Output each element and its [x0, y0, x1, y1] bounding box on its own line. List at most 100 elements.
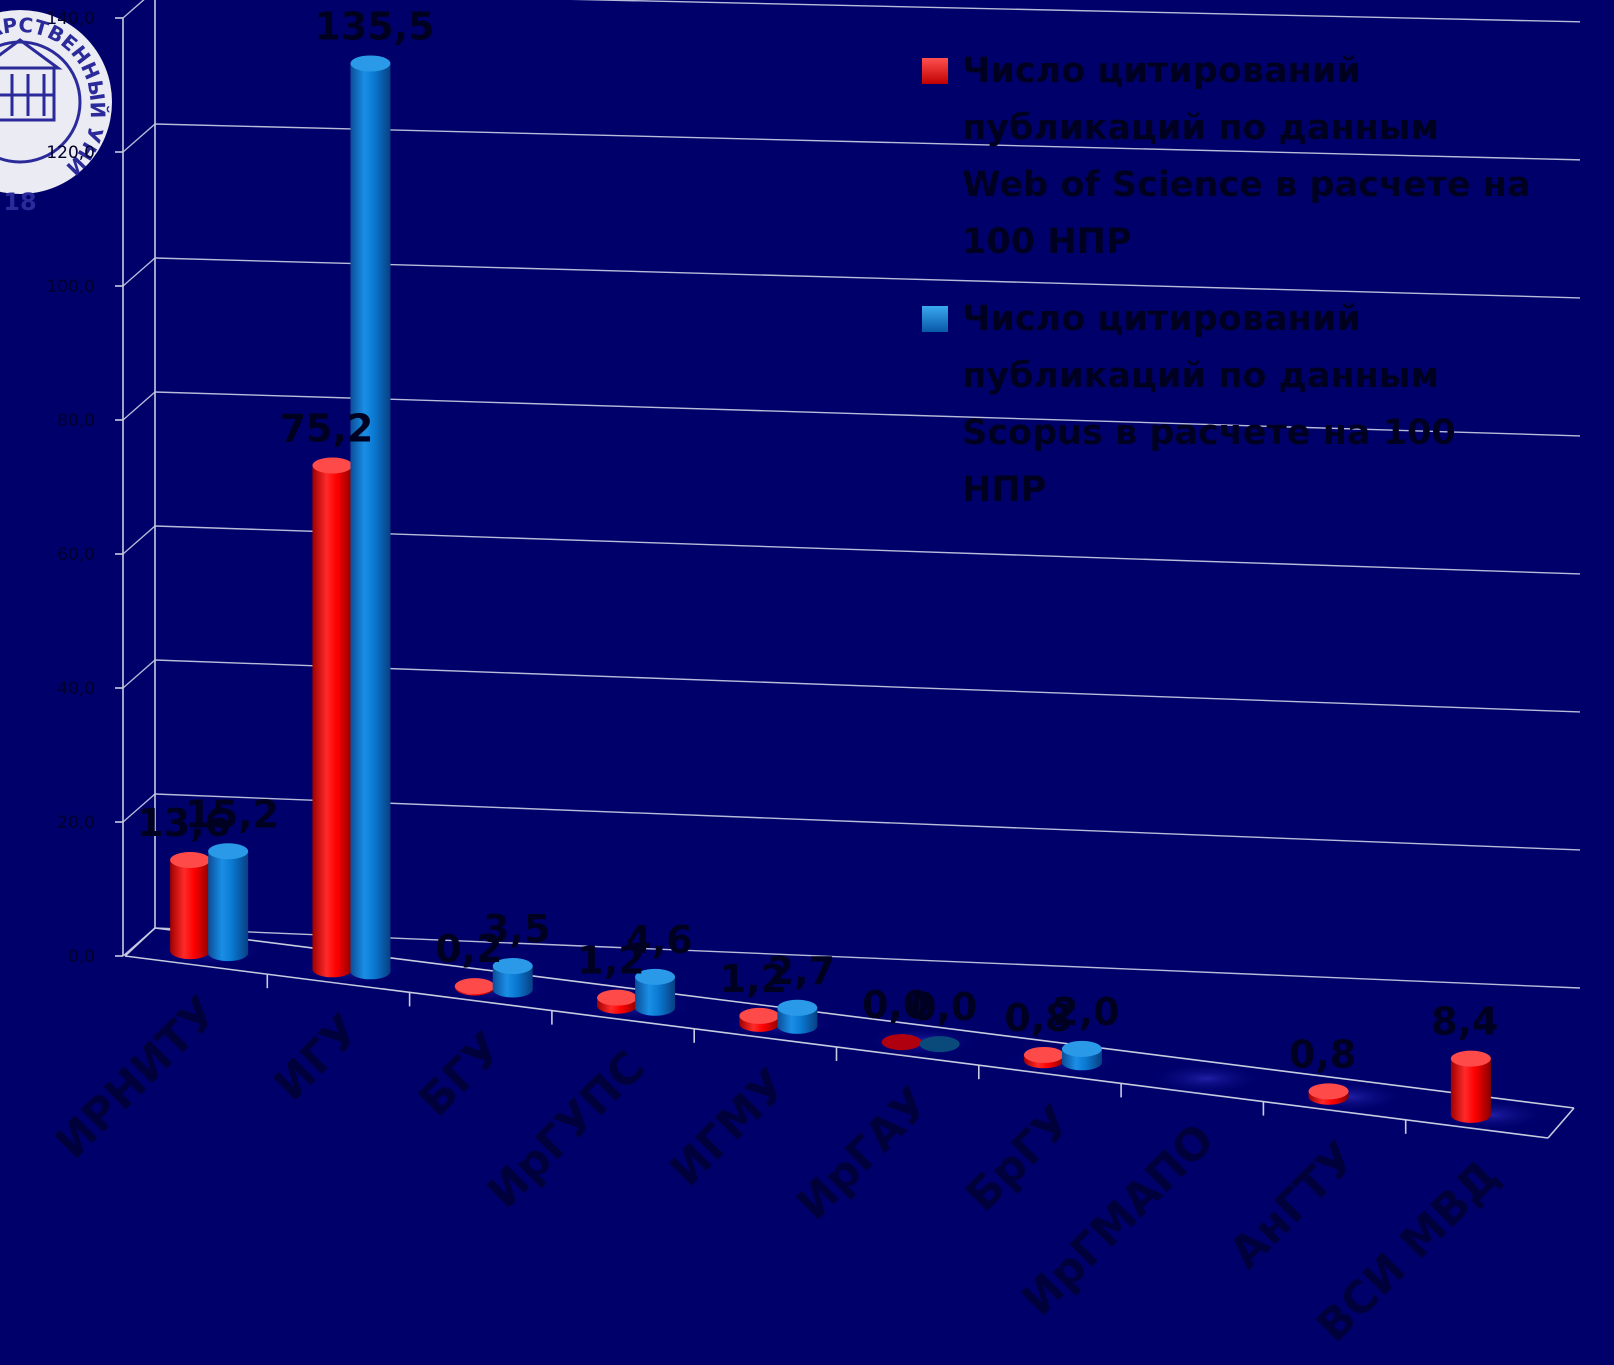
legend-label: Scopus в расчете на 100	[962, 413, 1456, 453]
legend-swatch	[922, 306, 948, 332]
data-label: 8,4	[1431, 1000, 1498, 1044]
bar-top	[1308, 1083, 1349, 1100]
bar-top	[1023, 1046, 1064, 1063]
bar-1-1	[350, 55, 391, 980]
x-category-label: ИГУ	[265, 1005, 371, 1111]
university-seal-logo: 18ГОСУДАРСТВЕННЫЙ УНИВЕРСИТЕТ	[0, 0, 112, 216]
bar-top	[881, 1034, 922, 1051]
data-label: 0,8	[1289, 1032, 1356, 1076]
data-label: 2,0	[1052, 990, 1119, 1034]
data-label: 15,2	[185, 792, 279, 836]
gridline	[154, 391, 1581, 437]
bar-3-1	[635, 968, 676, 1016]
gridline	[570, 0, 1581, 23]
data-label: 0,0	[862, 983, 929, 1027]
data-labels: 13,615,275,2135,50,23,51,24,61,22,70,00,…	[137, 4, 1498, 1076]
data-label: 0,0	[910, 985, 977, 1029]
y-tick-label: 40,0	[57, 679, 95, 699]
bar-body	[170, 859, 211, 960]
data-label: 1,2	[577, 939, 644, 983]
x-category-label: ИрГУПС	[478, 1041, 655, 1218]
gridline	[154, 525, 1581, 575]
legend-item-1: Число цитирований публикаций по данным Sco…	[922, 299, 1456, 510]
legend-item-0: Число цитирований публикаций по данным Web…	[922, 51, 1531, 262]
bar-top	[919, 1036, 960, 1053]
bar-body	[312, 465, 353, 978]
bar-6-0	[1023, 1046, 1064, 1069]
legend-label: Число цитирований	[962, 299, 1361, 339]
x-category-label: ИГМУ	[660, 1059, 797, 1196]
bar-top	[777, 999, 818, 1016]
bar-9-0	[1450, 1050, 1491, 1123]
bars	[152, 55, 1549, 1131]
data-label: 4,6	[625, 918, 692, 962]
bar-5-0	[881, 1034, 922, 1051]
x-category-label: БГУ	[409, 1023, 513, 1127]
bar-body	[635, 976, 676, 1016]
gridline-side	[122, 793, 156, 823]
gridline	[154, 257, 1581, 299]
gridline	[154, 659, 1581, 713]
bar-floor-glow	[1148, 1062, 1265, 1095]
legend-label: НПР	[962, 470, 1046, 510]
y-tick-label: 20,0	[57, 813, 95, 833]
y-tick-label: 120,0	[46, 143, 95, 163]
x-category-label: АнГТУ	[1220, 1132, 1367, 1279]
seal-building	[0, 38, 63, 122]
gridline	[154, 927, 1581, 989]
bar-6-1	[1061, 1040, 1102, 1071]
gridline-side	[122, 0, 145, 19]
gridline-side	[122, 123, 156, 153]
bar-top	[597, 989, 638, 1006]
legend-label: публикаций по данным	[962, 108, 1439, 148]
gridline-side	[122, 659, 156, 689]
y-tick-label: 140,0	[46, 9, 95, 29]
bar-2-0	[454, 978, 495, 996]
bar-2-1	[492, 958, 533, 998]
legend-label: Число цитирований	[962, 51, 1361, 91]
data-label: 0,8	[1004, 996, 1071, 1040]
seal-disc	[0, 10, 112, 194]
gridlines	[122, 0, 1581, 989]
bar-top	[492, 958, 533, 975]
bar-top	[635, 968, 676, 985]
bar-top	[739, 1007, 780, 1024]
gridline	[154, 123, 1581, 161]
data-label: 3,5	[483, 907, 550, 951]
bar-body	[350, 63, 391, 980]
floor-right-edge	[1547, 1107, 1575, 1139]
data-label: 13,6	[137, 801, 231, 845]
bar-top	[312, 457, 353, 474]
bar-1-0	[312, 457, 353, 978]
gridline	[154, 793, 1581, 851]
bar-top	[1450, 1050, 1491, 1067]
bar-8-0	[1308, 1083, 1349, 1105]
y-tick-label: 100,0	[46, 277, 95, 297]
gridline-side	[122, 391, 156, 421]
bar-0-0	[170, 851, 211, 960]
bar-top	[170, 851, 211, 868]
bar-top	[350, 55, 391, 72]
bar-body	[492, 966, 533, 998]
data-label: 135,5	[314, 4, 434, 48]
data-label: 0,2	[435, 927, 502, 971]
bar-top	[1061, 1040, 1102, 1057]
bar-top	[454, 978, 495, 995]
data-label: 75,2	[280, 406, 374, 450]
x-category-label: ИрГАУ	[787, 1078, 939, 1230]
data-label: 2,7	[768, 949, 835, 993]
x-category-label: БрГУ	[956, 1096, 1082, 1222]
y-tick-label: 0,0	[68, 947, 95, 967]
seal-year: 18	[3, 188, 36, 216]
legend-label: Web of Science в расчете на	[962, 165, 1531, 205]
bar-4-1	[777, 999, 818, 1034]
legend-swatch	[922, 58, 948, 84]
bar-body	[1450, 1058, 1491, 1123]
y-axis-tick-labels: 0,0 20,0 40,0 60,0 80,0 100,0 120,0 140,0	[46, 9, 95, 967]
bar-top	[208, 843, 249, 860]
bar-body	[208, 851, 249, 962]
legend: Число цитирований публикаций по данным Web…	[922, 51, 1531, 510]
gridline-side	[122, 257, 156, 287]
